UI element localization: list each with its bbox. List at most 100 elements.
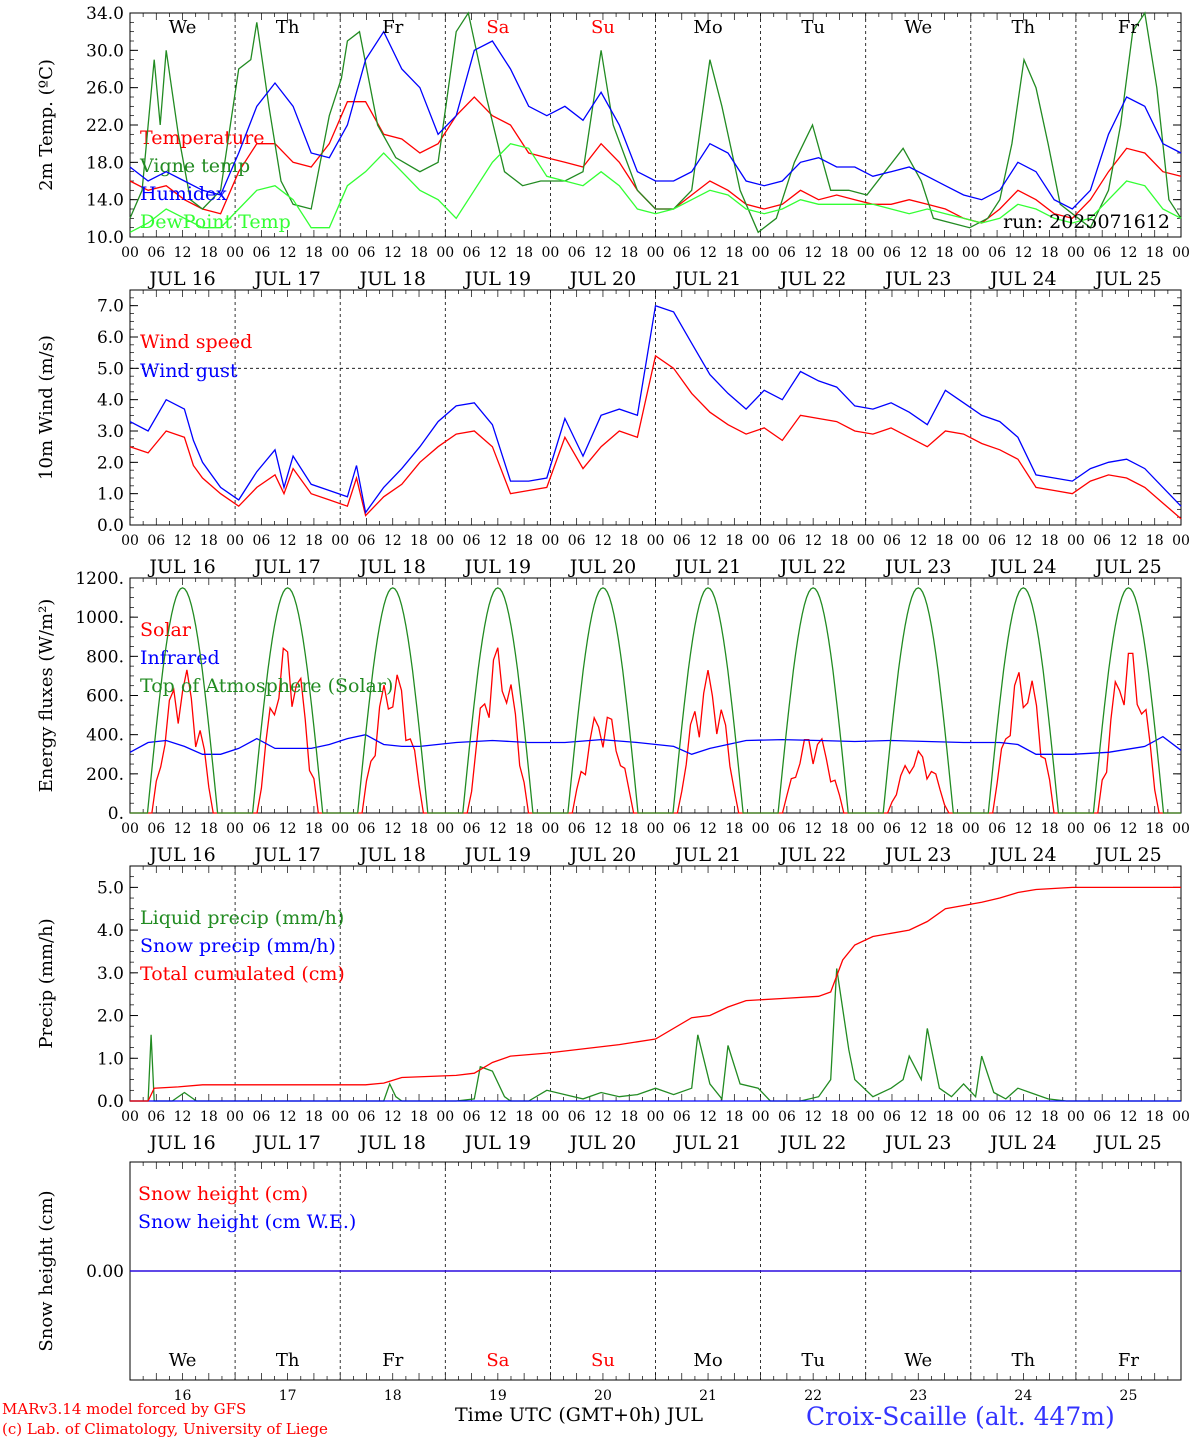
weekday-label: Fr: [382, 1350, 403, 1371]
hour-tick-label: 12: [384, 821, 402, 837]
hour-tick-label: 06: [778, 245, 796, 261]
day-label: JUL 24: [988, 556, 1056, 578]
weekday-label: Th: [276, 1350, 300, 1371]
hour-tick-label: 18: [1041, 1109, 1059, 1125]
y-tick-label: 6.0: [97, 328, 124, 348]
hour-tick-label: 18: [1146, 533, 1164, 549]
hour-tick-label: 06: [147, 245, 165, 261]
hour-tick-label: 12: [279, 1109, 297, 1125]
weekday-label: We: [904, 1350, 932, 1371]
day-label: JUL 18: [358, 556, 426, 578]
weekday-label: Mo: [693, 1350, 722, 1371]
hour-tick-label: 00: [226, 533, 244, 549]
day-label: JUL 21: [673, 268, 741, 290]
hour-tick-label: 00: [857, 245, 875, 261]
day-label: JUL 23: [883, 1132, 951, 1154]
legend-entry: Snow precip (mm/h): [140, 935, 336, 957]
station-title: Croix-Scaille (alt. 447m): [806, 1402, 1115, 1431]
hour-tick-label: 06: [988, 1109, 1006, 1125]
day-number-label: 23: [909, 1388, 927, 1404]
hour-tick-label: 00: [541, 245, 559, 261]
hour-tick-label: 00: [331, 821, 349, 837]
hour-tick-label: 12: [804, 1109, 822, 1125]
panel-4: 0.0 1.0 2.0 3.0 4.0 5.0 Precip (mm/h) 00 06 12 18 J…: [36, 865, 1190, 1154]
hour-tick-label: 06: [252, 1109, 270, 1125]
panel-5: 0.00 Snow height (cm) Snow height (cm) Snow…: [36, 1161, 1182, 1404]
series-line-humidex: [129, 30, 1182, 210]
hour-tick-label: 18: [410, 821, 428, 837]
hour-tick-label: 12: [174, 245, 192, 261]
hour-tick-label: 06: [1093, 533, 1111, 549]
day-label: JUL 22: [778, 1132, 846, 1154]
hour-tick-label: 12: [1120, 821, 1138, 837]
hour-tick-label: 00: [121, 245, 139, 261]
day-label: JUL 17: [252, 844, 320, 866]
hour-tick-label: 06: [778, 533, 796, 549]
hour-tick-label: 18: [1041, 821, 1059, 837]
day-label: JUL 25: [1093, 556, 1161, 578]
hour-tick-label: 18: [620, 1109, 638, 1125]
lab-credit: (c) Lab. of Climatology, University of L…: [2, 1420, 328, 1438]
hour-tick-label: 00: [541, 533, 559, 549]
hour-tick-label: 06: [358, 245, 376, 261]
day-label: JUL 19: [463, 268, 531, 290]
hour-tick-label: 18: [1041, 533, 1059, 549]
y-tick-label: 5.0: [97, 359, 124, 379]
hour-tick-label: 06: [673, 245, 691, 261]
panel-3: 0. 200. 400. 600. 800. 1000. 1200. Energy fluxe…: [36, 569, 1190, 866]
hour-tick-label: 06: [568, 245, 586, 261]
y-tick-label: 14.0: [86, 191, 124, 211]
hour-tick-label: 18: [725, 245, 743, 261]
hour-tick-label: 06: [883, 1109, 901, 1125]
y-tick-label: 1000.: [75, 608, 124, 628]
hour-tick-label: 06: [463, 533, 481, 549]
hour-tick-label: 12: [174, 821, 192, 837]
legend-entry: Liquid precip (mm/h): [140, 907, 344, 929]
weekday-label: Su: [591, 17, 615, 38]
weekday-label: We: [169, 17, 197, 38]
legend-entry: Wind gust: [140, 360, 238, 382]
weekday-label: Tu: [801, 17, 825, 38]
hour-tick-label: 00: [121, 821, 139, 837]
hour-tick-label: 12: [1014, 1109, 1032, 1125]
hour-tick-label: 06: [568, 533, 586, 549]
hour-tick-label: 00: [857, 821, 875, 837]
hour-tick-label: 18: [200, 533, 218, 549]
day-label: JUL 16: [147, 844, 215, 866]
hour-tick-label: 06: [358, 821, 376, 837]
day-label: JUL 25: [1093, 1132, 1161, 1154]
hour-tick-label: 12: [489, 1109, 507, 1125]
day-label: JUL 22: [778, 556, 846, 578]
hour-tick-label: 18: [410, 1109, 428, 1125]
weekday-label: We: [904, 17, 932, 38]
day-label: JUL 23: [883, 556, 951, 578]
hour-tick-label: 12: [594, 533, 612, 549]
y-tick-label: 200.: [86, 765, 124, 785]
hour-tick-label: 00: [1067, 533, 1085, 549]
hour-tick-label: 18: [725, 821, 743, 837]
panel-2: 0.0 1.0 2.0 3.0 4.0 5.0 6.0 7.0 10m Wind (m/s) 00…: [36, 289, 1190, 578]
hour-tick-label: 06: [778, 821, 796, 837]
day-number-label: 16: [174, 1388, 192, 1404]
hour-tick-label: 00: [1172, 821, 1190, 837]
hour-tick-label: 18: [1146, 1109, 1164, 1125]
hour-tick-label: 06: [988, 533, 1006, 549]
y-tick-label: 3.0: [97, 964, 124, 984]
hour-tick-label: 12: [384, 1109, 402, 1125]
hour-tick-label: 18: [200, 245, 218, 261]
hour-tick-label: 06: [568, 821, 586, 837]
hour-tick-label: 00: [541, 821, 559, 837]
hour-tick-label: 12: [804, 821, 822, 837]
day-label: JUL 18: [358, 268, 426, 290]
legend-entry: Temperature: [140, 127, 264, 149]
hour-tick-label: 06: [673, 821, 691, 837]
legend-entry: Total cumulated (cm): [140, 963, 345, 985]
y-tick-label: 34.0: [86, 4, 124, 24]
day-label: JUL 18: [358, 1132, 426, 1154]
panel-1: 10.0 14.0 18.0 22.0 26.0 30.0 34.0 2m Temp. (ºC…: [36, 4, 1190, 290]
hour-tick-label: 00: [647, 245, 665, 261]
hour-tick-label: 18: [936, 533, 954, 549]
weekday-label: Th: [1012, 1350, 1036, 1371]
hour-tick-label: 18: [515, 821, 533, 837]
hour-tick-label: 00: [752, 533, 770, 549]
